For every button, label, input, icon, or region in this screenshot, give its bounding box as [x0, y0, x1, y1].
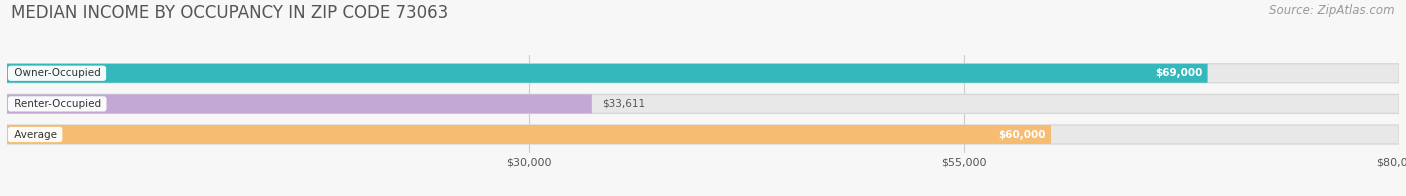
Text: MEDIAN INCOME BY OCCUPANCY IN ZIP CODE 73063: MEDIAN INCOME BY OCCUPANCY IN ZIP CODE 7…: [11, 4, 449, 22]
Text: Renter-Occupied: Renter-Occupied: [10, 99, 104, 109]
FancyBboxPatch shape: [7, 94, 1399, 113]
FancyBboxPatch shape: [7, 94, 592, 113]
Text: $33,611: $33,611: [602, 99, 645, 109]
Text: $69,000: $69,000: [1154, 68, 1202, 78]
FancyBboxPatch shape: [7, 64, 1208, 83]
FancyBboxPatch shape: [7, 125, 1052, 144]
FancyBboxPatch shape: [7, 64, 1399, 83]
FancyBboxPatch shape: [7, 125, 1399, 144]
Text: Source: ZipAtlas.com: Source: ZipAtlas.com: [1270, 4, 1395, 17]
Text: Owner-Occupied: Owner-Occupied: [10, 68, 104, 78]
Text: Average: Average: [10, 130, 60, 140]
Text: $60,000: $60,000: [998, 130, 1046, 140]
